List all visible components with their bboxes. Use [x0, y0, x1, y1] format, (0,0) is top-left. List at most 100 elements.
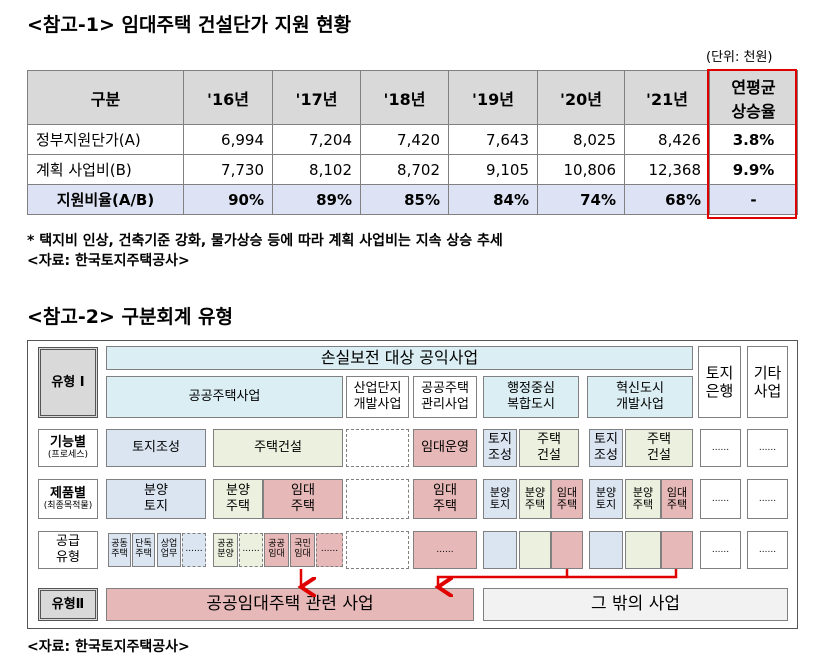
row-label: 기능별 (프로세스) [38, 429, 98, 467]
box: 그 밖의 사업 [483, 588, 788, 621]
header-cell: '16년 [183, 70, 273, 125]
header-cell: '20년 [537, 70, 625, 125]
row: 계획 사업비(B) 7,730 8,102 8,702 9,105 10,806 12,36… [27, 154, 798, 185]
sub-label: (최종목적물) [43, 500, 93, 511]
box: 임대 주택 [263, 479, 343, 519]
cell: 7,643 [448, 124, 538, 155]
row-label: 공급 유형 [38, 531, 98, 569]
box: ...... [413, 531, 477, 569]
empty-box [483, 531, 517, 569]
arrow-lines [301, 569, 678, 587]
cell: 7,730 [183, 154, 273, 185]
cell: 7,204 [272, 124, 361, 155]
diagram: 유형 Ⅰ 기능별 (프로세스) 제품별 (최종목적물) 공급 유형 유형Ⅱ 손실보전… [27, 340, 798, 629]
box: ...... [747, 429, 788, 467]
box: 공공임대주택 관련 사업 [106, 588, 474, 621]
row-label: 유형 Ⅰ [38, 347, 98, 418]
cell: 7,420 [360, 124, 449, 155]
row-label: 제품별 (최종목적물) [38, 479, 98, 519]
header-cell: '18년 [360, 70, 449, 125]
row-label: 유형Ⅱ [38, 588, 98, 621]
cell: 10,806 [537, 154, 625, 185]
row: 정부지원단가(A) 6,994 7,204 7,420 7,643 8,025 8,426 3… [27, 124, 798, 155]
box: ...... [316, 533, 343, 567]
header-cell: '17년 [272, 70, 361, 125]
cell: 89% [272, 184, 361, 215]
empty-box [661, 531, 693, 569]
cell: - [709, 184, 798, 215]
business: 혁신도시 개발사업 [587, 376, 693, 418]
cell: 74% [537, 184, 625, 215]
header-cell: '21년 [624, 70, 710, 125]
cell: 85% [360, 184, 449, 215]
label: 제품별 [50, 486, 86, 502]
empty-box [625, 531, 661, 569]
empty-box [551, 531, 583, 569]
box: 토지 조성 [589, 429, 623, 467]
box: 토지조성 [106, 429, 206, 467]
table: 구분 '16년 '17년 '18년 '19년 '20년 '21년 연평균 상승율… [27, 70, 798, 215]
cell: 8,426 [624, 124, 710, 155]
source: <자료: 한국토지주택공사> [27, 253, 190, 269]
box: 임대운영 [413, 429, 477, 467]
empty-box [589, 531, 623, 569]
highlight-border [707, 69, 797, 219]
box: 공동 주택 [108, 533, 131, 567]
box: 분양 주택 [213, 479, 263, 519]
cell: 9.9% [709, 154, 798, 185]
cell: 90% [183, 184, 273, 215]
box: 임대 주택 [551, 479, 583, 519]
empty-box [519, 531, 551, 569]
row: 지원비율(A/B) 90% 89% 85% 84% 74% 68% - [27, 184, 798, 215]
business: 산업단지 개발사업 [346, 376, 409, 418]
source: <자료: 한국토지주택공사> [27, 639, 190, 655]
box: 상업 업무 [157, 533, 181, 567]
header-main: 손실보전 대상 공익사업 [106, 346, 693, 370]
box: 분양 토지 [106, 479, 206, 519]
box: 분양 토지 [589, 479, 623, 519]
sub-label: (프로세스) [47, 449, 89, 460]
business: 행정중심 복합도시 [483, 376, 579, 418]
note: * 택지비 인상, 건축기준 강화, 물가상승 등에 따라 계획 사업비는 지속… [27, 233, 503, 249]
business: 공공주택 관리사업 [413, 376, 477, 418]
box: 주택건설 [213, 429, 343, 467]
box: ...... [700, 479, 741, 519]
label: 기능별 [50, 435, 86, 451]
box: 주택 건설 [625, 429, 693, 467]
header: 기타 사업 [747, 346, 788, 418]
header: 토지 은행 [698, 346, 741, 418]
cell: 8,025 [537, 124, 625, 155]
box: ...... [239, 533, 263, 567]
box: 공공 임대 [264, 533, 289, 567]
empty-box [346, 531, 409, 569]
title: <참고-2> 구분회계 유형 [27, 306, 234, 328]
box: 주택 건설 [519, 429, 579, 467]
box: 분양 주택 [625, 479, 661, 519]
cell: 8,102 [272, 154, 361, 185]
cell: 정부지원단가(A) [27, 124, 184, 155]
cell: 68% [624, 184, 710, 215]
cell: 지원비율(A/B) [27, 184, 184, 215]
header-cell: 구분 [27, 70, 184, 125]
header-cell: '19년 [448, 70, 538, 125]
box: 임대 주택 [661, 479, 693, 519]
empty-box [346, 429, 409, 467]
box: 국민 임대 [290, 533, 315, 567]
box: 임대 주택 [413, 479, 477, 519]
header-row: 구분 '16년 '17년 '18년 '19년 '20년 '21년 연평균 상승율 [27, 70, 798, 125]
cell: 계획 사업비(B) [27, 154, 184, 185]
business: 공공주택사업 [106, 376, 343, 418]
box: ...... [700, 429, 741, 467]
empty-box [346, 479, 409, 519]
box: ...... [747, 479, 788, 519]
box: 분양 주택 [519, 479, 551, 519]
cell: 8,702 [360, 154, 449, 185]
box: ...... [182, 533, 206, 567]
box: 분양 토지 [483, 479, 517, 519]
box: ...... [747, 531, 788, 569]
cell: 84% [448, 184, 538, 215]
box: 단독 주택 [132, 533, 155, 567]
unit: (단위: 천원) [706, 50, 773, 65]
